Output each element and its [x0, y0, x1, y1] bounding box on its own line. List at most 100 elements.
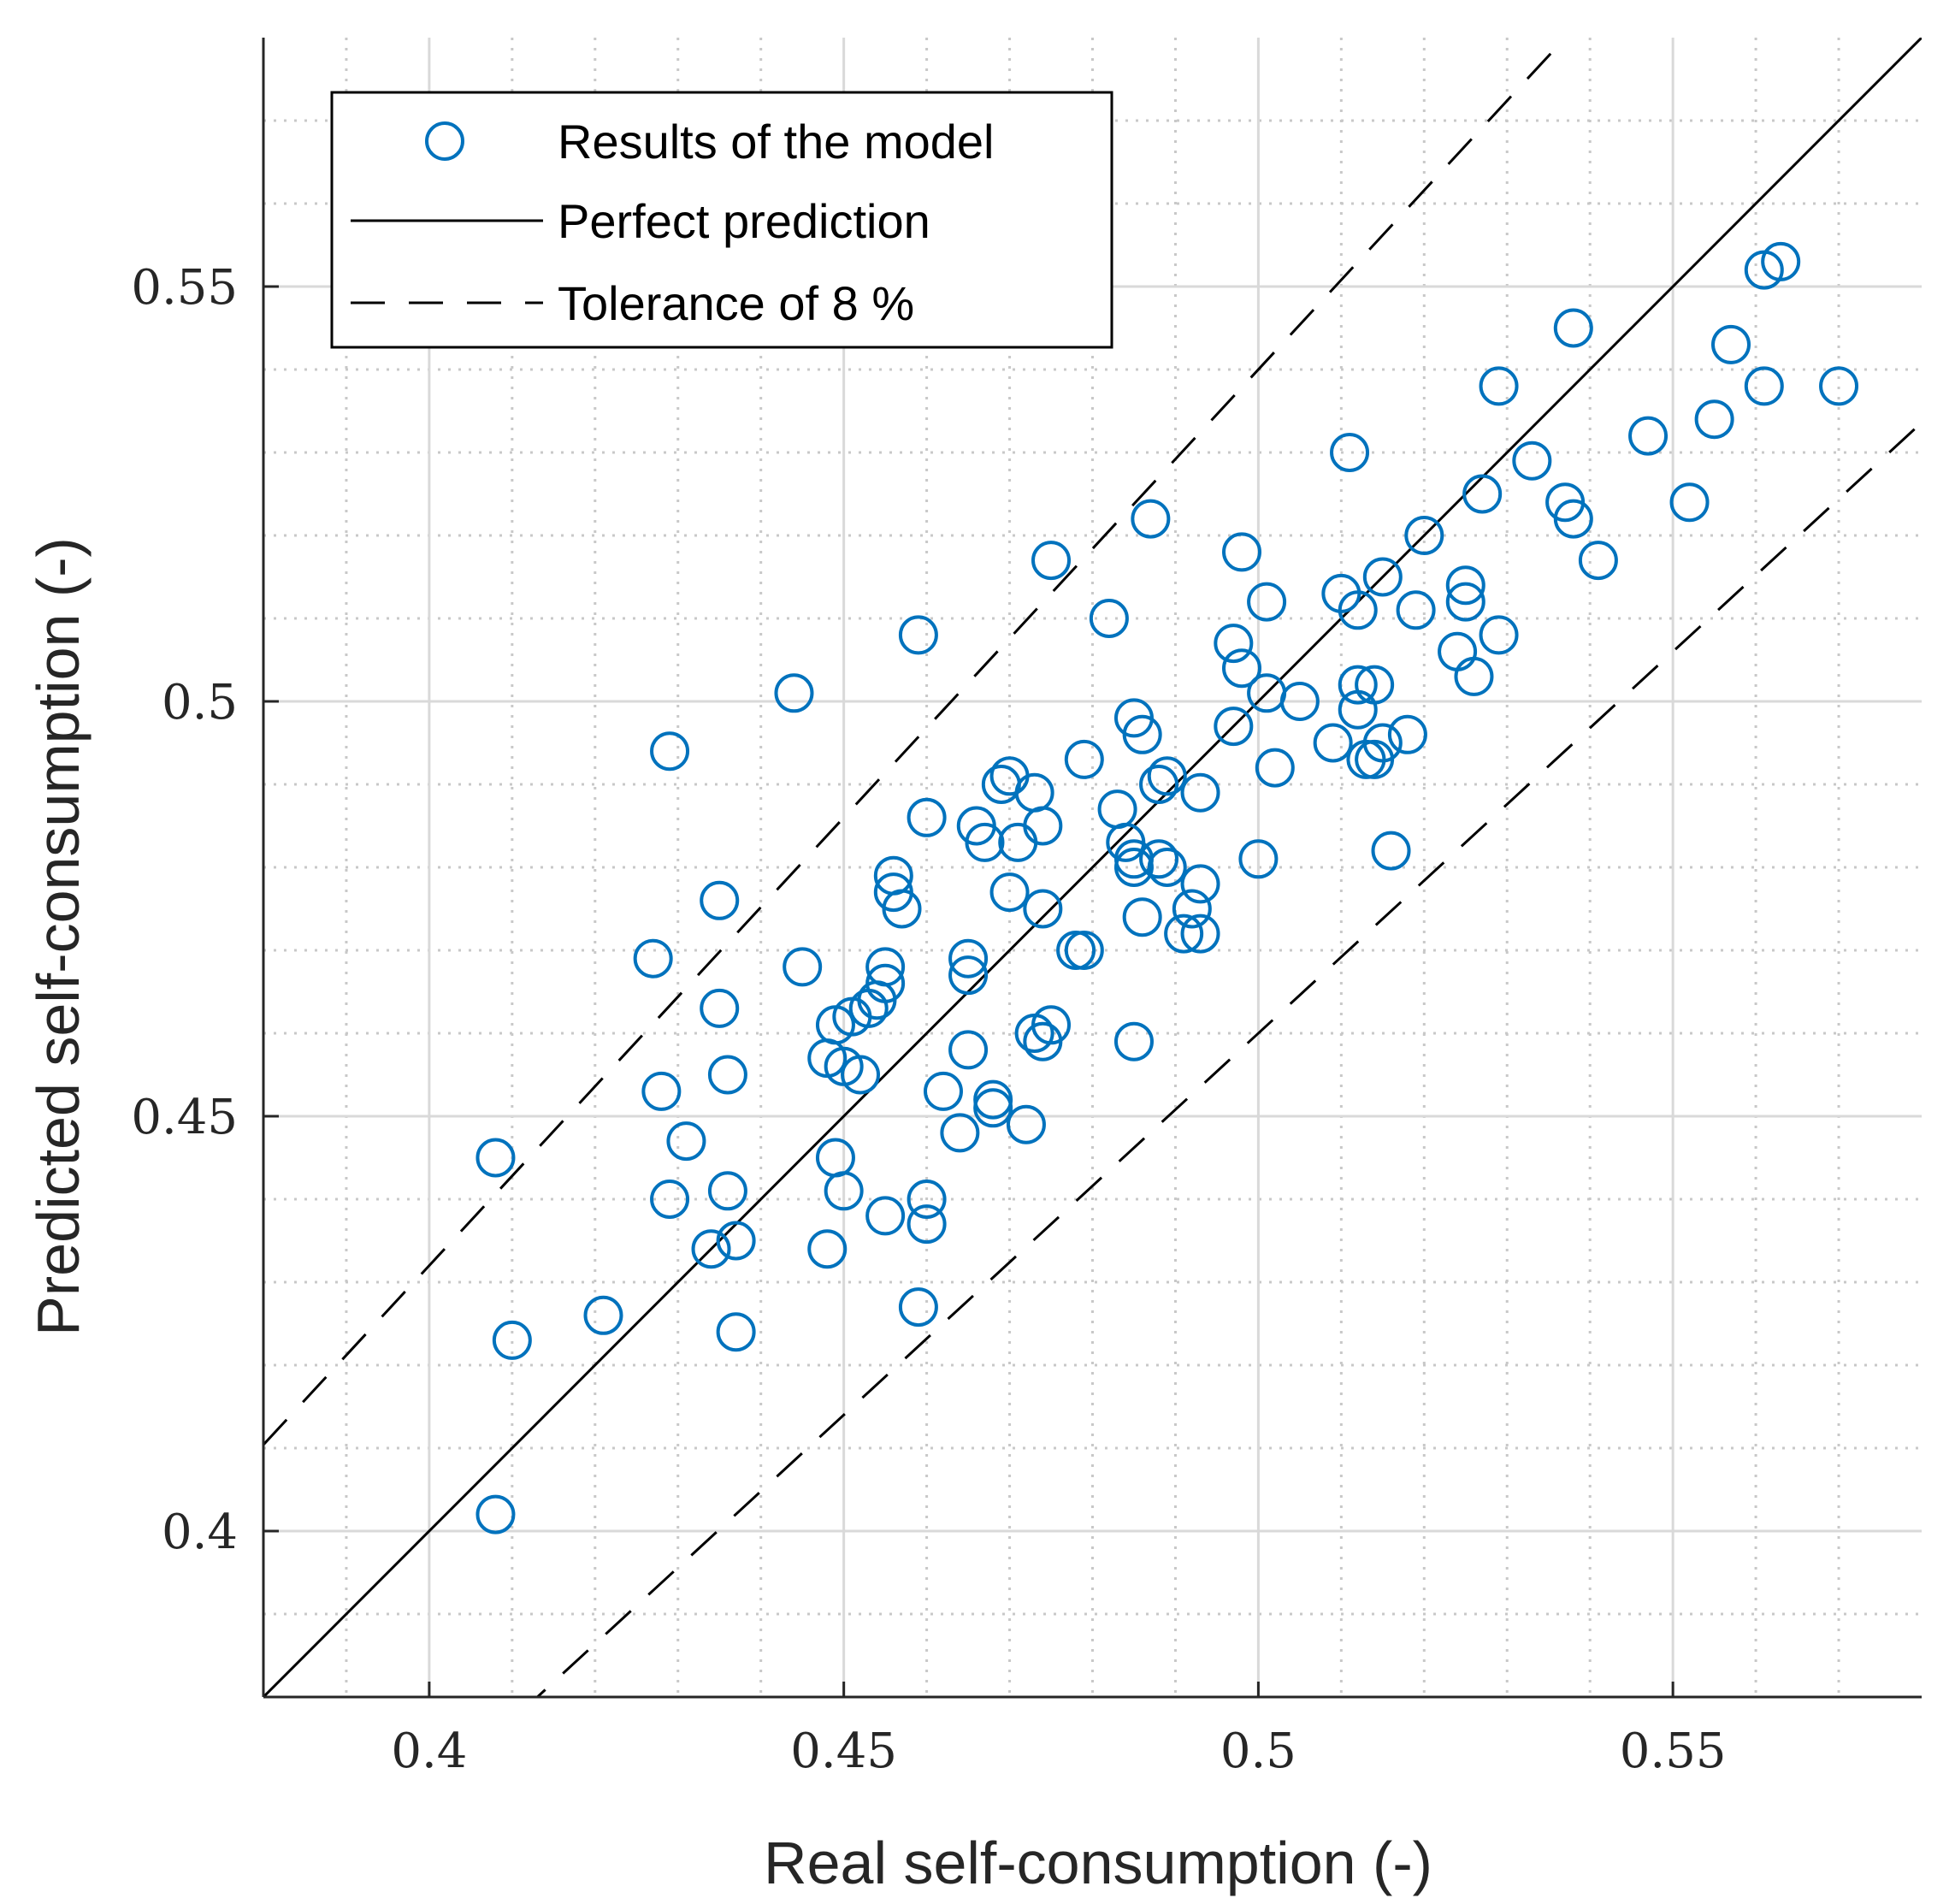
data-point: [1014, 772, 1054, 813]
data-point: [948, 1030, 989, 1070]
y-tick-label: 0.4: [162, 1505, 238, 1560]
data-point: [1122, 714, 1162, 754]
data-point: [865, 947, 906, 987]
legend-label-tolerance: Tolerance of 8 %: [558, 276, 914, 330]
data-point: [1238, 839, 1279, 879]
data-point: [989, 872, 1030, 913]
data-point: [1180, 864, 1220, 904]
data-point: [691, 1229, 731, 1269]
data-point: [815, 1138, 855, 1178]
data-points: [475, 241, 1859, 1534]
data-point: [475, 1138, 516, 1178]
data-point: [1131, 499, 1171, 539]
data-point: [865, 963, 906, 1003]
data-point: [1396, 590, 1436, 630]
data-point: [1113, 848, 1154, 887]
data-point: [1744, 366, 1784, 406]
data-point: [1628, 416, 1669, 456]
data-point: [807, 1229, 848, 1269]
perfect-prediction-line: [263, 38, 1922, 1697]
data-point: [1330, 433, 1370, 472]
data-point: [1031, 1005, 1072, 1045]
data-point: [898, 615, 938, 655]
data-point: [907, 1204, 947, 1245]
data-point: [1338, 590, 1378, 630]
data-point: [774, 673, 814, 713]
data-point: [1097, 789, 1137, 830]
data-point: [1512, 441, 1552, 481]
data-point: [923, 1071, 963, 1111]
data-point: [1180, 772, 1220, 813]
data-point: [898, 1287, 938, 1327]
data-point: [1147, 756, 1187, 796]
data-point: [1694, 399, 1734, 440]
data-point: [1172, 889, 1212, 929]
data-point: [1438, 631, 1478, 671]
data-point: [948, 938, 989, 979]
data-point: [1147, 848, 1187, 887]
data-point: [1445, 565, 1485, 606]
data-point: [700, 988, 740, 1028]
data-point: [1006, 1104, 1046, 1144]
data-point: [707, 1171, 747, 1211]
data-point: [1819, 366, 1859, 406]
legend-marker-results: [425, 121, 464, 161]
data-point: [1139, 765, 1179, 804]
data-point: [1362, 723, 1403, 763]
tick-labels: 0.4 0.4 0.45 0.45 0.5 0.5 0.55 0.55: [131, 260, 1726, 1779]
data-point: [475, 1494, 516, 1534]
data-point: [1056, 931, 1096, 970]
data-point: [666, 1121, 706, 1162]
data-point: [1023, 806, 1063, 846]
data-point: [1279, 682, 1320, 721]
data-point: [1711, 324, 1751, 364]
data-point: [1553, 499, 1593, 539]
data-point: [1064, 739, 1104, 779]
data-point: [1553, 308, 1593, 348]
data-point: [1462, 474, 1503, 514]
data-point: [650, 1180, 690, 1219]
data-point: [882, 889, 922, 929]
data-point: [1164, 914, 1204, 954]
data-point: [1669, 482, 1710, 523]
data-point: [783, 947, 823, 987]
data-point: [1214, 707, 1254, 747]
data-point: [1371, 831, 1411, 871]
data-point: [1247, 582, 1287, 622]
data-point: [1761, 241, 1801, 281]
data-point: [707, 1055, 747, 1095]
data-point: [1454, 656, 1494, 696]
data-point: [1139, 839, 1179, 879]
data-point: [1338, 665, 1378, 705]
legend-label-results: Results of the model: [558, 115, 994, 169]
data-point: [641, 1071, 682, 1111]
x-tick-label: 0.45: [790, 1724, 897, 1779]
data-point: [1479, 615, 1519, 655]
data-point: [1113, 1021, 1154, 1061]
x-tick-label: 0.55: [1620, 1724, 1727, 1779]
data-point: [1180, 914, 1220, 954]
data-point: [1313, 723, 1353, 763]
data-point: [948, 955, 989, 996]
data-point: [865, 1196, 906, 1236]
tolerance-lower-line: [535, 421, 1922, 1697]
data-point: [1089, 599, 1129, 638]
y-axis-title: Predicted self-consumption (-): [25, 537, 92, 1336]
data-point: [716, 1312, 756, 1352]
data-point: [583, 1295, 623, 1335]
y-tick-label: 0.55: [131, 260, 238, 316]
data-point: [1222, 648, 1262, 689]
data-point: [1578, 541, 1618, 581]
data-point: [716, 1221, 756, 1261]
data-point: [1064, 931, 1104, 970]
data-point: [824, 1171, 864, 1211]
data-point: [700, 880, 740, 920]
y-tick-label: 0.45: [131, 1090, 238, 1145]
reference-lines: [263, 38, 1922, 1697]
y-tick-label: 0.5: [162, 675, 238, 730]
legend-label-perfect: Perfect prediction: [558, 194, 930, 248]
data-point: [841, 1055, 881, 1095]
data-point: [1387, 714, 1427, 754]
data-point: [998, 822, 1038, 862]
